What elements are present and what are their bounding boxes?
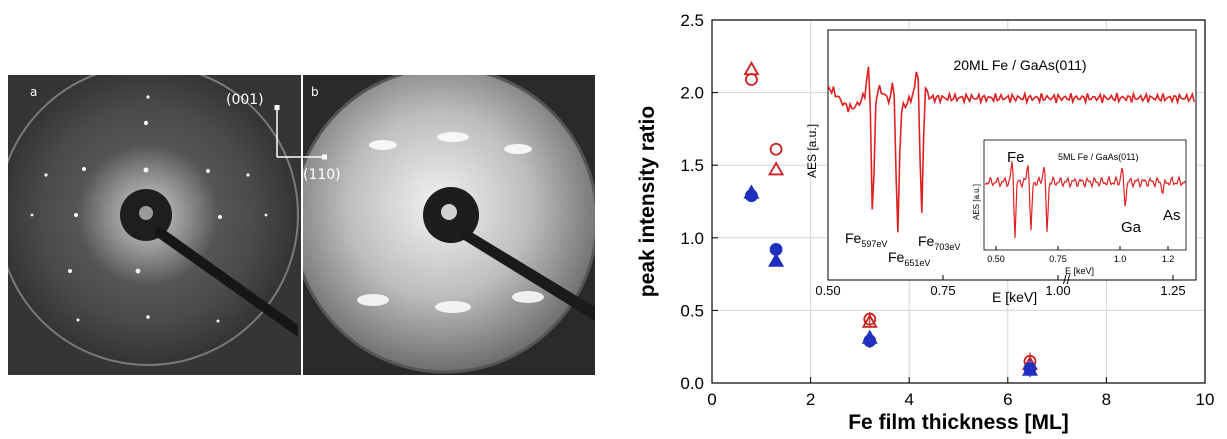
peak-label: Fe597eV (845, 230, 887, 249)
y-tick-label: 1.0 (680, 229, 704, 248)
x-tick-label: 6 (1003, 390, 1012, 409)
inset2-x-axis-title: E [keV] (1065, 266, 1094, 276)
inset-x-tick-label: 1.25 (1160, 283, 1185, 298)
y-tick-label: 2.0 (680, 84, 704, 103)
inset-x-axis-title: E [keV] (992, 289, 1037, 305)
data-point-triangle (768, 252, 785, 267)
inset2-x-tick-label: 0.50 (987, 254, 1005, 264)
inset-x-tick-label: 0.50 (815, 283, 840, 298)
y-tick-label: 1.5 (680, 156, 704, 175)
leed-pattern-a (8, 75, 303, 375)
y-axis-title: peak intensity ratio (636, 106, 659, 297)
leed-image-b: b (303, 75, 595, 375)
data-point-triangle (861, 329, 878, 344)
panel-b-label: b (311, 85, 319, 99)
data-point-circle (769, 142, 783, 156)
inset2-y-axis-title: AES [a.u.] (972, 184, 981, 220)
data-point-circle (745, 73, 758, 86)
panel-a-label: a (30, 85, 38, 99)
x-tick-label: 8 (1102, 390, 1111, 409)
data-point-triangle (743, 184, 760, 199)
inset2-annotation-as: As (1163, 207, 1181, 224)
inset-y-axis-title: AES [a.u.] (805, 124, 819, 178)
axis-ticks: 0 2 4 6 8 10 0.0 0.5 1.0 1.5 2.0 2.5 (680, 11, 1214, 409)
peak-label: Fe651eV (888, 249, 930, 268)
y-tick-label: 0.0 (680, 374, 704, 393)
data-points (743, 61, 1039, 378)
inset2-x-tick-label: 1.0 (1114, 254, 1127, 264)
x-tick-label: 10 (1196, 390, 1215, 409)
leed-image-a: a (8, 75, 303, 375)
leed-pattern-b (303, 75, 595, 375)
inset-axis-break: // (1063, 272, 1071, 287)
inset-spectrum-small: 0.50 0.75 1.0 1.2 5ML Fe / GaAs(011) E [keV… (972, 139, 1187, 276)
data-point-triangle (1021, 361, 1039, 376)
data-point-triangle (861, 313, 878, 328)
x-tick-label: 4 (904, 390, 913, 409)
inset2-spectrum-line (984, 161, 1186, 239)
y-tick-label: 2.5 (680, 11, 704, 30)
inset2-x-tick-label: 0.75 (1049, 254, 1067, 264)
x-axis-title: Fe film thickness [ML] (848, 411, 1069, 434)
data-point-triangle (743, 61, 760, 76)
inset-x-tick-label: 1.00 (1045, 283, 1070, 298)
inset-x-tick-label: 0.75 (930, 283, 955, 298)
inset2-annotation-ga: Ga (1121, 219, 1142, 236)
inset2-axis-ticks: 0.50 0.75 1.0 1.2 (987, 246, 1174, 264)
data-point-triangle (768, 161, 785, 176)
data-point-circle (863, 312, 877, 326)
inset2-x-tick-label: 1.2 (1162, 254, 1175, 264)
y-tick-label: 0.5 (680, 301, 704, 320)
plot-frame (711, 19, 1206, 384)
inset2-title: 5ML Fe / GaAs(011) (1058, 152, 1139, 162)
inset-title: 20ML Fe / GaAs(011) (953, 57, 1086, 73)
inset2-annotation-fe: Fe (1007, 149, 1025, 166)
inset2-frame (983, 139, 1187, 251)
inset-spectrum-line (827, 66, 1195, 233)
x-tick-label: 2 (806, 390, 815, 409)
peak-label: Fe703eV (918, 233, 960, 252)
x-tick-label: 0 (707, 390, 716, 409)
inset-axis-ticks: 0.50 0.75 1.00 1.25 // (815, 272, 1185, 298)
